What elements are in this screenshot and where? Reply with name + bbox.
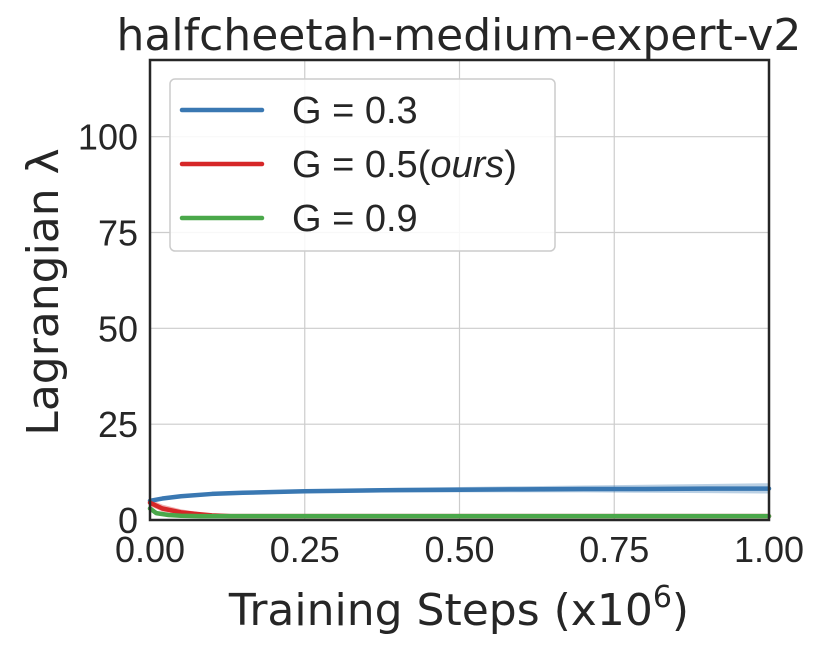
series-lines	[147, 486, 772, 519]
legend: G = 0.3 G = 0.5(ours) G = 0.9	[169, 78, 556, 252]
legend-label-suffix: ours	[430, 144, 504, 186]
x-tick-label: 1.00	[734, 529, 804, 570]
legend-label-close: )	[504, 144, 517, 186]
x-tick-label: 0.75	[579, 529, 649, 570]
legend-label-main: G = 0.5(	[292, 144, 431, 186]
x-axis-label-close: )	[672, 585, 689, 636]
y-tick-labels: 0 25 50 75 100	[78, 117, 138, 541]
x-tick-labels: 0.00 0.25 0.50 0.75 1.00	[115, 529, 804, 570]
chart-title: halfcheetah-medium-expert-v2	[117, 10, 802, 61]
legend-label-1: G = 0.5(ours)	[292, 144, 517, 186]
series-line-0	[147, 486, 772, 504]
y-tick-label: 50	[98, 308, 138, 349]
y-tick-label: 100	[78, 117, 138, 158]
plot-frame	[148, 58, 771, 522]
legend-label-main: G = 0.3	[292, 90, 418, 132]
legend-box	[169, 78, 556, 252]
x-tick-label: 0.25	[270, 529, 340, 570]
y-tick-label: 75	[98, 213, 138, 254]
x-tick-label: 0.50	[424, 529, 494, 570]
x-tick-label: 0.00	[115, 529, 185, 570]
y-tick-label: 0	[118, 500, 138, 541]
y-axis-label: Lagrangian λ	[18, 148, 69, 435]
y-tick-label: 25	[98, 404, 138, 445]
legend-label-0: G = 0.3	[292, 90, 418, 132]
x-axis-label: Training Steps (x106)	[228, 580, 689, 636]
legend-label-main: G = 0.9	[292, 198, 418, 240]
series-line-2	[147, 506, 772, 519]
legend-label-2: G = 0.9	[292, 198, 418, 240]
x-axis-label-exponent: 6	[653, 580, 672, 615]
x-axis-label-main: Training Steps (x10	[228, 585, 653, 636]
